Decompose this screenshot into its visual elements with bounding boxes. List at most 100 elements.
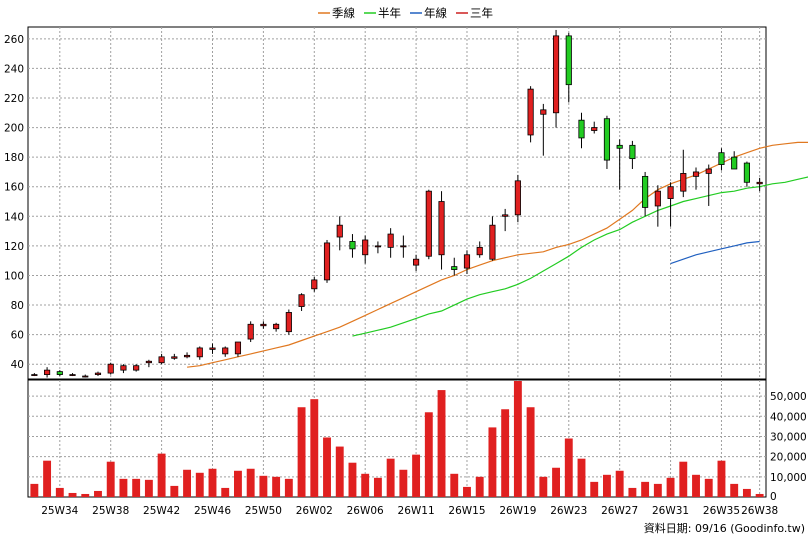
candle [234, 341, 242, 357]
candle [145, 359, 152, 368]
legend-label: 年線 [424, 6, 447, 20]
volume-bar [628, 487, 637, 497]
candle [107, 362, 114, 375]
candlesticks [31, 29, 763, 378]
candle [654, 185, 661, 227]
volume-bar [692, 474, 700, 497]
candle-body [654, 190, 661, 207]
legend-label: 季線 [332, 6, 355, 20]
candle-body [438, 201, 445, 256]
candle [374, 241, 381, 254]
candle-body [374, 245, 381, 248]
candle [692, 167, 700, 190]
legend-item: 季線 [318, 6, 355, 20]
x-tick-label: 26W38 [741, 505, 778, 517]
volume-bar [590, 481, 599, 497]
price-tick-label: 180 [4, 152, 24, 164]
candle-body [489, 224, 496, 260]
candle [349, 234, 356, 258]
volume-bar [526, 407, 535, 497]
candle [171, 353, 178, 360]
volume-bar [653, 483, 662, 497]
candle-body [743, 162, 750, 183]
volume-bar [755, 493, 764, 497]
candle-body [158, 356, 165, 364]
candle-body [196, 347, 203, 358]
candle-body [44, 369, 51, 375]
candle-body [514, 180, 521, 216]
candle [565, 32, 572, 103]
price-tick-label: 200 [4, 123, 24, 135]
volume-bar [424, 412, 433, 497]
candle [82, 374, 89, 378]
candle-body [349, 241, 356, 250]
volume-bar [666, 477, 675, 497]
legend-label: 半年 [378, 6, 401, 20]
ma-line-季線 [187, 141, 808, 368]
candle-body [603, 118, 611, 161]
candle [400, 235, 407, 258]
volume-bar [615, 470, 624, 497]
candle-body [82, 375, 89, 378]
candle-body [285, 312, 292, 333]
legend-item: 半年 [364, 6, 401, 20]
candle-body [400, 245, 407, 248]
candle [183, 352, 191, 359]
x-tick-label: 26W27 [601, 505, 638, 517]
candle [578, 112, 585, 149]
candle [336, 216, 343, 251]
candle [540, 103, 547, 156]
candle-body [222, 347, 229, 355]
candle [413, 254, 420, 272]
volume-bar [119, 478, 128, 497]
volume-bar [195, 472, 204, 497]
volume-bar [552, 467, 560, 497]
candle [438, 191, 445, 270]
volume-bar [475, 476, 484, 497]
ma-line-年線 [670, 240, 760, 265]
ma-line-半年 [352, 176, 808, 337]
candle-body [756, 181, 763, 185]
price-gridlines [28, 27, 766, 379]
volume-bar [742, 488, 751, 497]
candle [260, 321, 267, 329]
candle [387, 228, 394, 258]
candle [273, 322, 280, 332]
candle [285, 309, 292, 335]
candle [552, 29, 560, 128]
price-tick-label: 240 [4, 63, 24, 75]
candle [209, 343, 216, 354]
volume-bar [323, 437, 331, 497]
volume-bar [284, 478, 293, 497]
candle-body [502, 214, 509, 217]
volume-tick-label: 20,000 [770, 452, 807, 464]
candle [527, 86, 534, 143]
candle [69, 373, 76, 377]
moving-average-lines [187, 141, 808, 368]
price-tick-label: 40 [11, 359, 24, 371]
x-axis: 25W34 25W38 25W42 25W46 25W50 26W02 26W06 26W11… [41, 505, 778, 517]
candle [451, 257, 458, 276]
volume-bar [488, 427, 497, 497]
volume-bar [68, 492, 77, 497]
candle [222, 346, 229, 357]
candle [44, 367, 51, 378]
x-tick-label: 26W31 [652, 505, 689, 517]
candle-body [629, 144, 636, 160]
candle-body [527, 88, 534, 136]
candle-body [260, 323, 267, 327]
volume-bar [501, 409, 510, 497]
candle-body [718, 152, 725, 165]
volume-bar [348, 462, 357, 497]
candle [56, 370, 63, 377]
candle-body [705, 168, 712, 174]
candle-body [731, 156, 738, 170]
candle [667, 182, 674, 227]
volume-bar [297, 407, 306, 497]
volume-bar [170, 485, 179, 497]
candle [705, 164, 712, 206]
candle [463, 250, 471, 274]
candle-body [323, 242, 331, 281]
volume-bar [730, 483, 739, 497]
candle-body [667, 186, 674, 199]
